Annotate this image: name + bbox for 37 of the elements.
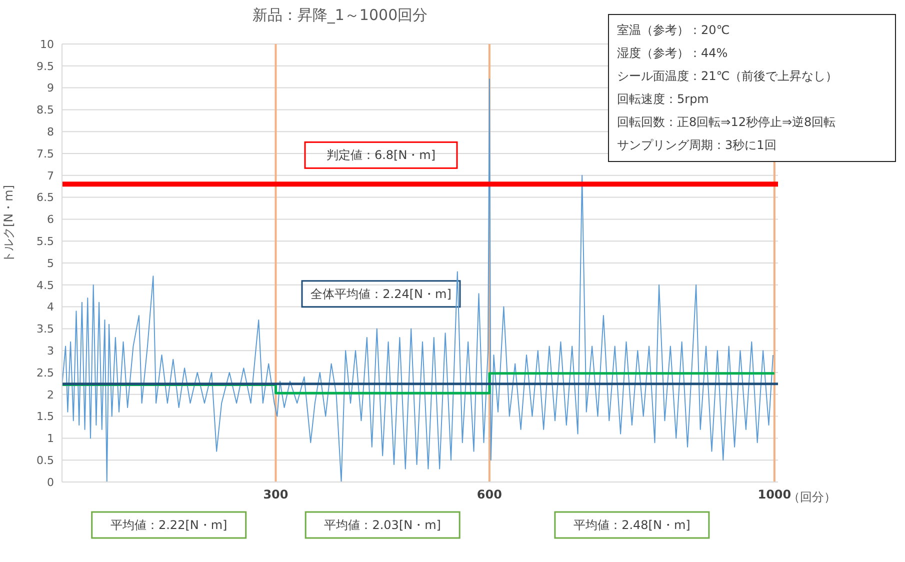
y-tick-label: 1.5 [36, 410, 54, 424]
y-tick-label: 4 [47, 300, 54, 314]
y-tick-label: 2.5 [36, 366, 54, 380]
x-tick-label: 1000 [758, 488, 792, 502]
annotation: 回転回数：正8回転⇒12秒停止⇒逆8回転 [617, 114, 837, 131]
y-tick-label: 9.5 [36, 60, 54, 73]
text: 平均値：2.22[N・m] [110, 518, 228, 532]
annotation: サンプリング周期：3秒に1回 [617, 137, 778, 154]
y-tick-label: 10 [40, 38, 54, 51]
y-tick-label: 7 [47, 169, 54, 182]
y-tick-label: 3.5 [36, 322, 54, 336]
annotation: シール面温度：21℃（前後で上昇なし） [617, 68, 839, 85]
text: 平均値：2.48[N・m] [574, 518, 690, 532]
x-tick-label: 600 [476, 488, 502, 502]
y-tick-label: 9 [47, 82, 54, 95]
y-axis-title: トルク[N・m] [1, 184, 16, 263]
y-tick-label: 6 [47, 213, 54, 226]
y-tick-label: 7.5 [36, 147, 54, 160]
y-tick-label: 5.5 [36, 235, 54, 248]
ref-line-label: 判定値：6.8[N・m] [326, 148, 436, 162]
annotation: 全体平均値：2.24[N・m] [310, 286, 452, 301]
y-tick-label: 6.5 [36, 191, 54, 204]
y-tick-label: 3 [47, 344, 54, 358]
y-tick-label: 8 [47, 126, 54, 139]
y-tick-label: 8.5 [36, 104, 54, 117]
y-tick-label: 1 [47, 432, 54, 446]
y-tick-label: 4.5 [36, 278, 54, 292]
annotation: 湿度（参考）：44% [617, 45, 729, 62]
chart-title: 新品：昇降_1～1000回分 [252, 6, 428, 24]
y-tick-label: 0.5 [36, 454, 54, 468]
x-tick-label: 300 [263, 488, 288, 502]
y-tick-label: 0 [47, 476, 54, 489]
text: 室温（参考）：20℃ [617, 23, 730, 37]
text: 平均値：2.03[N・m] [324, 518, 441, 532]
annotation: 回転速度：5rpm [617, 91, 710, 108]
y-tick-label: 2 [47, 388, 54, 402]
y-tick-label: 5 [47, 256, 54, 270]
